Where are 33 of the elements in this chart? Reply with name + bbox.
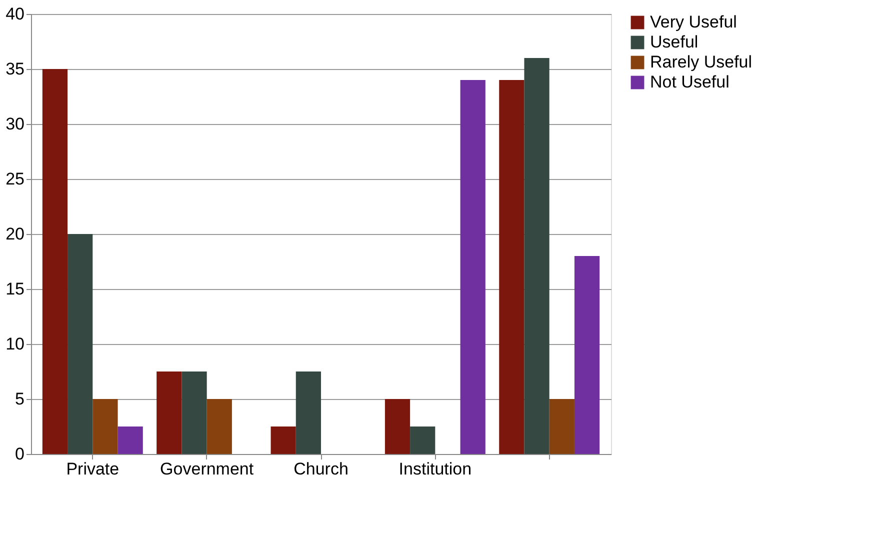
bar <box>68 234 93 454</box>
bar <box>574 256 600 454</box>
legend-label: Useful <box>650 32 698 52</box>
y-tick-label: 5 <box>15 390 24 408</box>
x-tick-label: Church <box>294 460 348 478</box>
bar <box>182 372 207 454</box>
bar <box>206 399 232 454</box>
bar <box>384 399 410 454</box>
legend-label: Not Useful <box>650 72 730 92</box>
legend-label: Rarely Useful <box>650 52 752 72</box>
bar <box>92 399 118 454</box>
legend-label: Very Useful <box>650 12 737 32</box>
bar <box>156 372 182 454</box>
y-tick-label: 30 <box>6 114 24 134</box>
x-tick-label: Private <box>66 460 120 478</box>
y-tick-label: 0 <box>15 444 24 464</box>
x-tick-label: Institution <box>398 460 472 478</box>
bar <box>549 399 574 454</box>
bar <box>118 426 143 454</box>
y-tick-label: 40 <box>6 4 24 24</box>
bar <box>499 80 524 454</box>
x-tick-label: Government <box>160 460 254 478</box>
bar <box>270 426 296 454</box>
bar <box>524 58 550 454</box>
y-tick-label: 10 <box>6 334 24 354</box>
bar <box>410 426 436 454</box>
y-tick-label: 25 <box>6 170 24 188</box>
y-tick-label: 35 <box>6 60 24 78</box>
bar <box>296 372 321 454</box>
bar <box>42 69 68 454</box>
y-tick-label: 20 <box>6 224 24 244</box>
bar <box>460 80 486 454</box>
y-tick-label: 15 <box>6 280 24 298</box>
